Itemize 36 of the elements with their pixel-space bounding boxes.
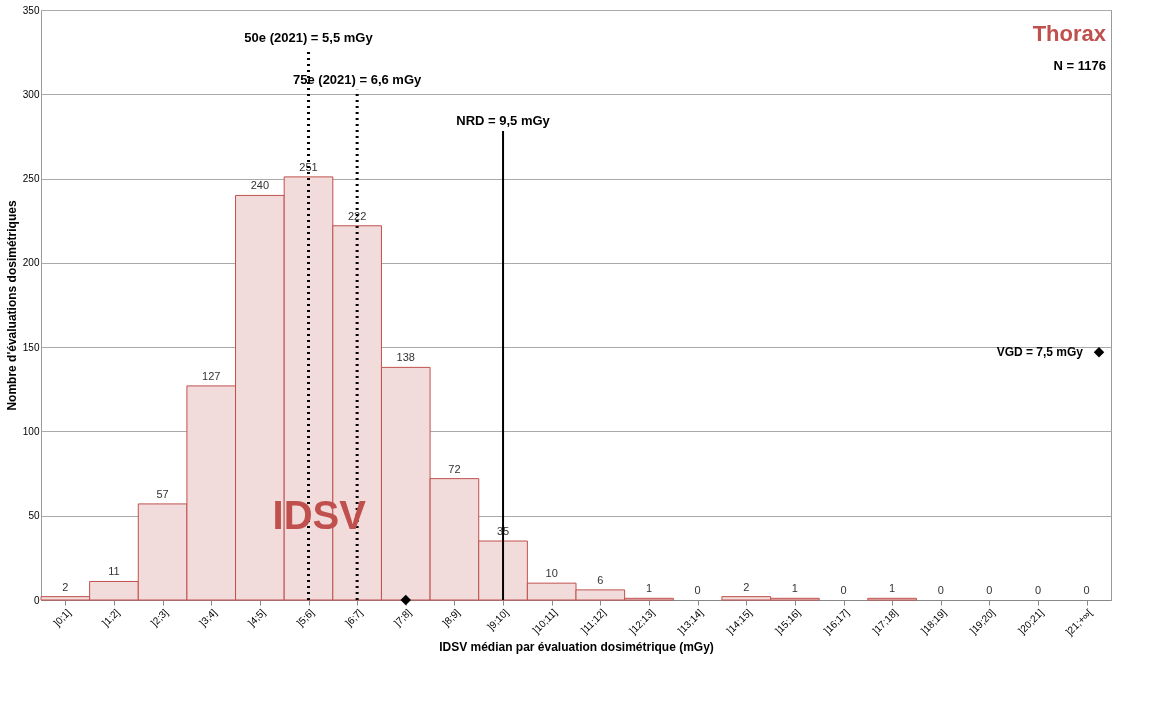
data-label: 127	[202, 369, 221, 382]
x-axis-title: IDSV médian par évaluation dosimétrique (mGy)	[439, 639, 714, 654]
data-label: 2	[62, 580, 69, 593]
ref-line-label: 75e (2021) = 6,6 mGy	[293, 71, 423, 87]
data-label: 240	[250, 179, 270, 192]
y-tick-label: 0	[33, 594, 40, 606]
data-label: 0	[937, 584, 944, 596]
data-label: 0	[840, 584, 847, 596]
data-label: 57	[156, 487, 169, 500]
y-tick-label: 50	[28, 510, 40, 522]
y-tick-label: 350	[22, 4, 40, 16]
ref-line-label: NRD = 9,5 mGy	[456, 112, 551, 128]
y-tick-label: 200	[22, 257, 40, 269]
ref-line-label: 50e (2021) = 5,5 mGy	[244, 30, 374, 46]
data-label: 0	[1083, 584, 1090, 596]
data-label: 6	[597, 573, 604, 586]
y-tick-label: 250	[22, 173, 40, 185]
data-label: 0	[986, 584, 993, 596]
data-label: 10	[545, 567, 558, 580]
data-label: 0	[694, 584, 701, 596]
data-label: 1	[791, 582, 798, 595]
y-tick-label: 100	[22, 425, 40, 437]
data-label: 0	[1034, 584, 1042, 596]
annotation: Thorax	[1032, 20, 1107, 46]
y-tick-label: 150	[22, 341, 40, 353]
annotation: N = 1176	[1053, 58, 1106, 74]
data-label: 1	[645, 582, 653, 595]
data-label: 2	[743, 580, 750, 593]
data-label: 11	[108, 565, 120, 578]
data-label: 1	[889, 582, 896, 595]
data-label: 138	[396, 351, 415, 364]
legend-label: VGD = 7,5 mGy	[996, 345, 1084, 360]
y-axis-title: Nombre d'évaluations dosimétriques	[4, 200, 19, 411]
data-label: 72	[448, 462, 461, 475]
data-label: 222	[347, 209, 367, 222]
y-tick-label: 300	[22, 88, 40, 100]
